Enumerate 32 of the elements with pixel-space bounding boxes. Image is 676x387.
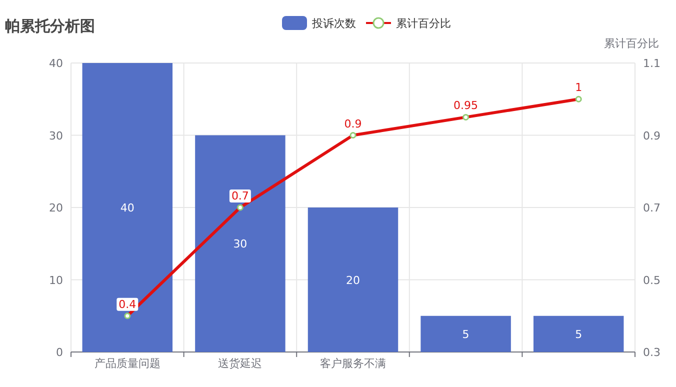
data-label: 30 xyxy=(233,238,248,251)
y-tick-label: 40 xyxy=(49,57,63,70)
legend-label: 投诉次数 xyxy=(311,17,356,30)
x-tick-label: 送货延迟 xyxy=(218,357,262,370)
data-label: 5 xyxy=(575,328,582,341)
data-label: 40 xyxy=(120,202,134,214)
y-tick-label: 20 xyxy=(49,202,63,214)
bar xyxy=(195,135,286,352)
y2-tick-label: 0.3 xyxy=(643,346,660,359)
y2-tick-label: 1.1 xyxy=(643,57,660,70)
data-label: 0.95 xyxy=(454,99,478,112)
bar xyxy=(420,316,511,352)
bar xyxy=(308,208,398,352)
data-label: 0.9 xyxy=(344,117,362,130)
data-label: 5 xyxy=(462,328,470,341)
bar xyxy=(533,316,624,352)
y-tick-label: 0 xyxy=(56,346,63,359)
chart-title: 帕累托分析图 xyxy=(5,17,95,35)
y-tick-label: 10 xyxy=(49,274,63,287)
legend-label: 累计百分比 xyxy=(396,17,451,30)
y2-tick-label: 0.7 xyxy=(643,202,660,214)
data-label: 0.4 xyxy=(118,298,136,311)
data-label: 20 xyxy=(346,274,360,287)
y2-tick-label: 0.5 xyxy=(643,274,660,287)
y2-tick-label: 0.9 xyxy=(643,129,660,142)
x-tick-label: 客户服务不满 xyxy=(320,357,386,370)
y-tick-label: 30 xyxy=(49,129,63,142)
x-tick-label: 产品质量问题 xyxy=(94,357,160,370)
data-label: 1 xyxy=(575,81,582,94)
y2-axis-title: 累计百分比 xyxy=(604,37,659,50)
bar xyxy=(82,63,173,352)
data-label: 0.7 xyxy=(231,190,249,202)
